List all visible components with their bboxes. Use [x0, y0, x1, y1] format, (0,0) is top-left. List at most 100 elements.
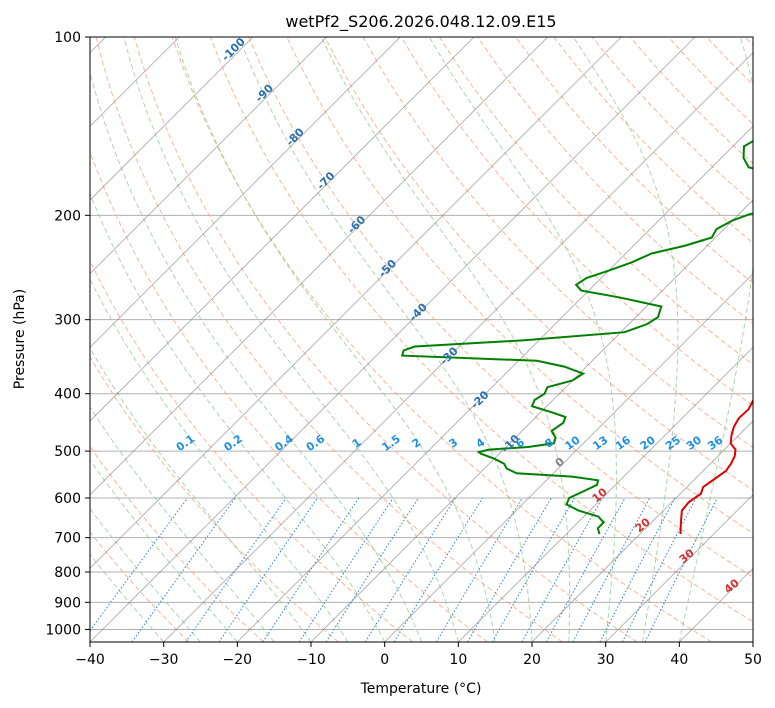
adiabat-layer: [90, 37, 753, 642]
y-tick-label: 200: [54, 208, 81, 224]
dry-adiabat: [90, 356, 339, 642]
moist-adiabat: [90, 70, 422, 642]
y-axis-label: Pressure (hPa): [12, 289, 28, 389]
mixing-ratio-line: [599, 497, 676, 642]
mixing-ratio-line: [364, 497, 456, 642]
dry-adiabat-label: -60: [345, 213, 368, 236]
mixing-ratio-line: [262, 497, 360, 642]
moist-adiabat: [90, 347, 312, 642]
mixing-ratio-line: [435, 497, 523, 642]
x-tick-label: −10: [296, 652, 326, 668]
mixing-ratio-label: 1: [350, 436, 364, 451]
x-tick-label: 50: [744, 652, 762, 668]
isotherm: [90, 37, 696, 642]
moist-adiabat: [123, 37, 459, 642]
mixing-ratio-line: [521, 497, 603, 642]
x-tick-label: 30: [597, 652, 615, 668]
isotherm: [752, 641, 753, 642]
dry-adiabat: [744, 37, 753, 47]
dry-adiabat: [400, 37, 753, 407]
x-tick-label: 10: [449, 652, 467, 668]
dry-adiabat-label: -50: [376, 257, 399, 280]
x-tick-label: −30: [149, 652, 179, 668]
moist-adiabat: [90, 278, 349, 642]
mixing-ratio-label: 20: [638, 433, 658, 453]
mixing-ratio-label: 10: [562, 433, 582, 453]
moist-adiabat: [90, 406, 275, 642]
mixing-ratio-line: [393, 497, 483, 642]
mixing-ratio-line: [545, 497, 626, 642]
moist-adiabat-label: 40: [722, 576, 742, 596]
isotherm: [90, 37, 401, 348]
isotherm-layer: [90, 37, 753, 642]
dry-adiabat: [324, 37, 753, 491]
mixing-ratio-label: 36: [705, 433, 725, 453]
dry-adiabat-label: -100: [219, 35, 248, 64]
dewpoint-line: [400, 139, 753, 535]
x-tick-label: 40: [670, 652, 688, 668]
y-tick-label: 400: [54, 387, 81, 403]
isotherm: [90, 37, 622, 569]
x-tick-label: 0: [380, 652, 389, 668]
moist-adiabat: [90, 507, 201, 642]
dry-adiabat: [171, 37, 712, 642]
dry-adiabat: [248, 37, 753, 578]
y-tick-label: 1000: [45, 622, 81, 638]
isotherm: [531, 420, 753, 642]
y-tick-label: 800: [54, 565, 81, 581]
moist-adiabat: [678, 37, 753, 642]
dry-adiabat: [90, 531, 190, 642]
dry-adiabat-label: -40: [407, 300, 430, 323]
moist-adiabat-label: 20: [633, 515, 653, 535]
chart-title: wetPf2_S206.2026.048.12.09.E15: [285, 12, 556, 32]
isotherm: [310, 199, 753, 642]
mixing-ratio-line: [491, 497, 575, 642]
moist-adiabat: [90, 459, 238, 642]
isotherm: [90, 37, 254, 201]
moist-adiabat-label: 30: [677, 546, 697, 566]
dry-adiabat: [90, 445, 264, 642]
mixing-ratio-label: 25: [663, 433, 683, 452]
mixing-ratio-line: [298, 497, 394, 642]
mixing-ratio-label: 30: [684, 433, 704, 453]
plot-frame: [89, 36, 754, 643]
dry-adiabat: [210, 37, 753, 623]
dry-adiabat: [95, 37, 563, 642]
y-axis: 1000 900 800 700 600 500 400 300 200 100: [45, 30, 90, 638]
isotherm: [605, 494, 753, 642]
dry-adiabat-label: -80: [284, 125, 307, 148]
series-layer: [400, 139, 753, 535]
temperature-line: [679, 398, 753, 535]
mixing-ratio-line: [218, 497, 318, 642]
isotherm: [90, 37, 327, 275]
dry-adiabat: [90, 150, 488, 642]
y-tick-label: 300: [54, 313, 81, 329]
isotherm: [90, 37, 475, 422]
isotherm: [237, 125, 753, 642]
mixing-ratio-line: [467, 497, 552, 642]
moist-adiabat: [90, 192, 386, 642]
mixing-ratio-line: [644, 497, 718, 642]
y-tick-label: 900: [54, 595, 81, 611]
dry-adiabat: [438, 37, 753, 366]
dry-adiabat: [706, 37, 753, 86]
dry-adiabat-label: -70: [314, 169, 337, 192]
mixing-ratio-label: 2: [410, 436, 424, 451]
x-tick-label: −40: [75, 652, 105, 668]
dry-adiabat-label: -90: [253, 81, 276, 104]
isotherm: [679, 567, 753, 642]
moist-adiabat: [428, 37, 617, 642]
y-tick-label: 500: [54, 444, 81, 460]
x-axis: −40 −30 −20 −10 0 10 20 30 40 50: [75, 642, 762, 668]
mixing-ratio-line: [621, 497, 697, 642]
moist-adiabat: [572, 37, 679, 642]
x-tick-label: −20: [223, 652, 253, 668]
mixing-ratio-label: 3: [447, 436, 461, 451]
dry-adiabat: [515, 37, 753, 284]
isotherm: [458, 346, 753, 642]
moist-adiabat-label: 10: [590, 485, 610, 505]
moist-adiabat: [238, 37, 533, 642]
moist-adiabat: [174, 37, 496, 642]
isotherm: [90, 37, 548, 496]
